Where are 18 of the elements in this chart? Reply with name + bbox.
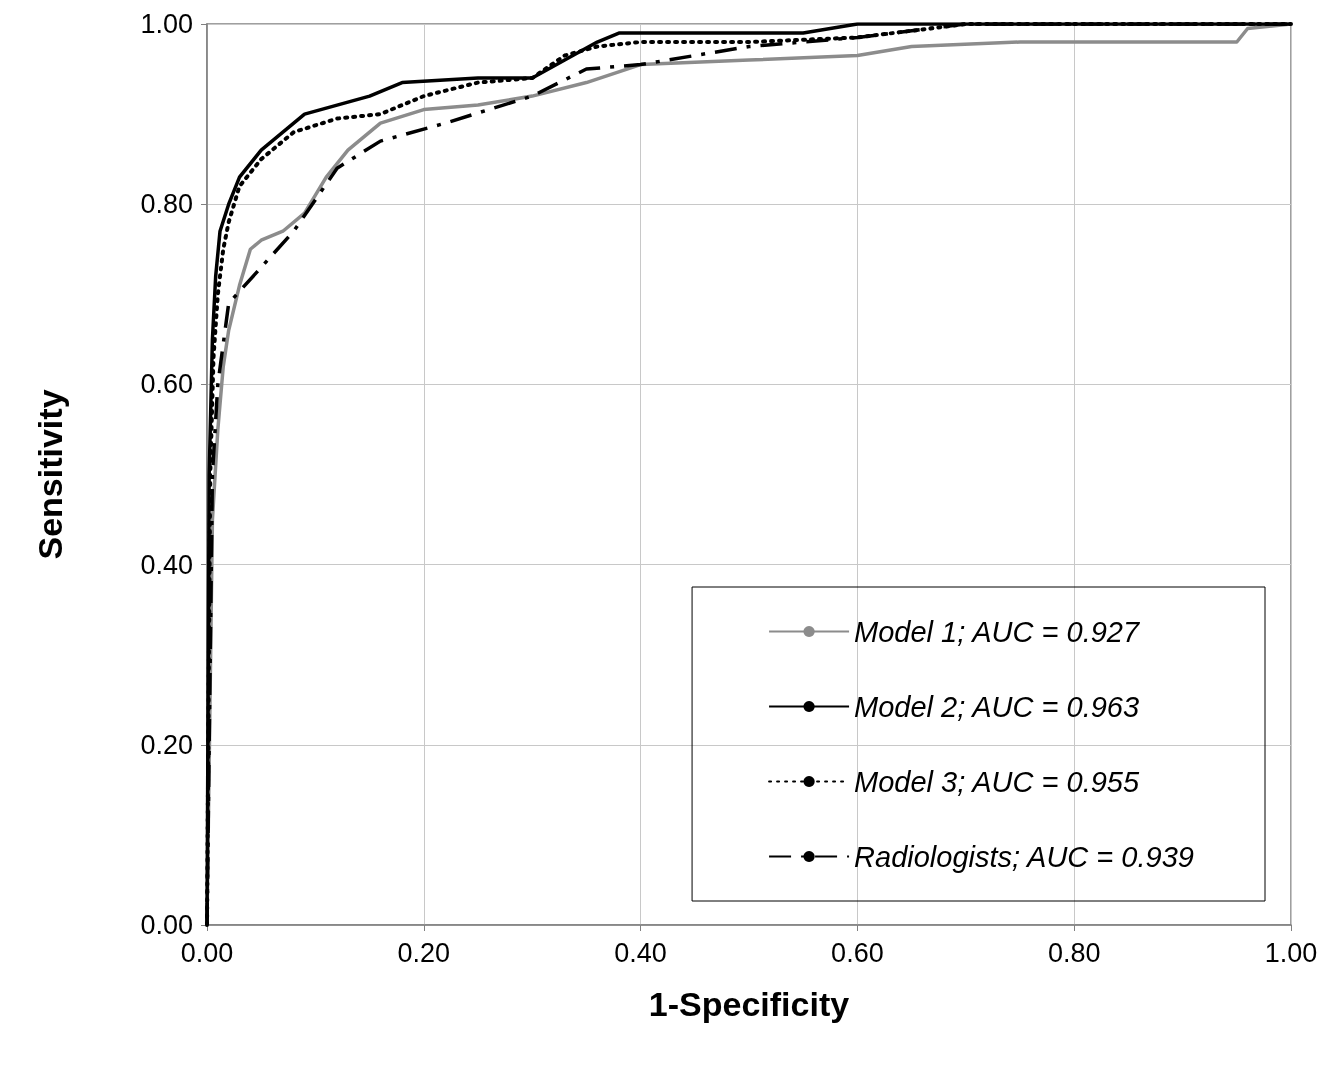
- y-tick-label: 0.40: [140, 549, 193, 580]
- legend-label: Model 3; AUC = 0.955: [854, 765, 1140, 798]
- x-tick-label: 0.80: [1047, 937, 1101, 968]
- legend-label: Model 2; AUC = 0.963: [854, 690, 1140, 723]
- y-axis-title: Sensitivity: [31, 389, 69, 560]
- y-tick-label: 1.00: [140, 9, 193, 39]
- x-tick-label: 0.40: [614, 937, 667, 968]
- x-tick-label: 1.00: [1264, 937, 1318, 968]
- legend-label: Radiologists; AUC = 0.939: [854, 840, 1194, 873]
- y-tick-label: 0.00: [140, 910, 193, 940]
- y-tick-label: 0.60: [140, 369, 193, 400]
- x-tick-label: 0.60: [831, 937, 884, 968]
- y-tick-label: 0.80: [140, 189, 193, 220]
- y-tick-label: 0.20: [140, 729, 193, 760]
- legend-label: Model 1; AUC = 0.927: [854, 615, 1141, 648]
- x-axis-title: 1-Specificity: [648, 985, 850, 1023]
- x-tick-label: 0.00: [180, 937, 234, 968]
- x-tick-label: 0.20: [397, 937, 451, 968]
